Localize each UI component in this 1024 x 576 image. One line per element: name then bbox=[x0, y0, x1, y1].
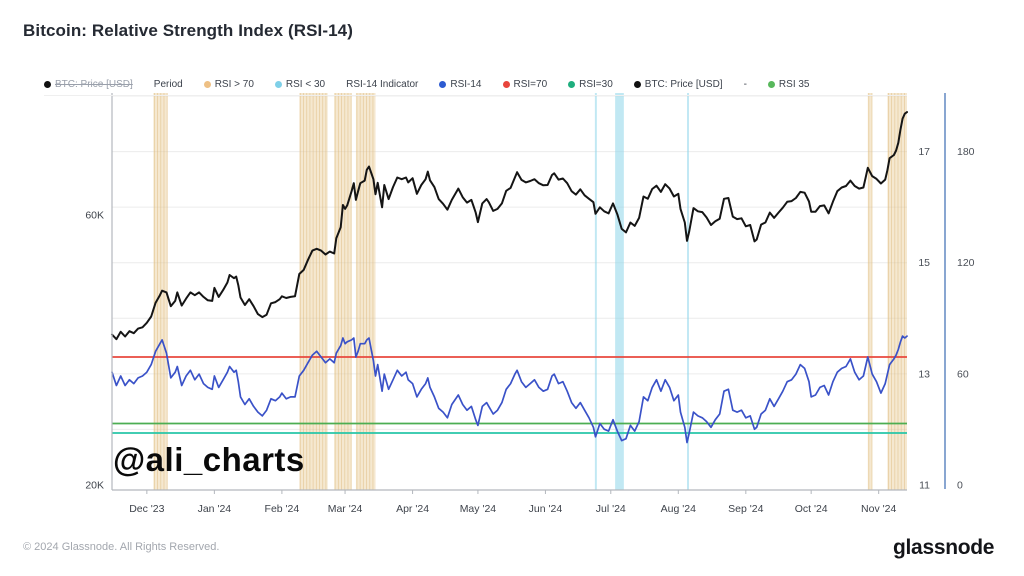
x-tick-label: Dec '23 bbox=[129, 503, 164, 515]
legend-dot bbox=[274, 81, 282, 88]
legend-dot bbox=[203, 81, 211, 88]
right-outer-label-120: 120 bbox=[957, 257, 975, 269]
legend-item-6[interactable]: RSI=70 bbox=[502, 79, 548, 90]
legend-item-9: - bbox=[744, 79, 747, 90]
rsi-below-30-band bbox=[615, 93, 624, 490]
y-axis-label-20K: 20K bbox=[85, 480, 104, 492]
legend-dot bbox=[767, 81, 775, 88]
legend-label: BTC: Price [USD] bbox=[644, 79, 723, 90]
legend-label: - bbox=[743, 79, 747, 90]
right-outer-label-180: 180 bbox=[957, 146, 975, 158]
legend-label: RSI-14 bbox=[450, 79, 482, 90]
legend-label: Period bbox=[153, 79, 183, 90]
legend-dot bbox=[568, 81, 576, 88]
legend: BTC: Price [USD] Period RSI > 70 RSI < 30 RS… bbox=[44, 77, 907, 96]
legend-item-3[interactable]: RSI < 30 bbox=[274, 79, 326, 90]
chart-title: Bitcoin: Relative Strength Index (RSI-14… bbox=[23, 21, 353, 40]
rsi-above-70-band bbox=[334, 93, 352, 490]
right-inner-label-15: 15 bbox=[918, 257, 930, 269]
legend-item-4: RSI-14 Indicator bbox=[346, 79, 418, 90]
legend-label: RSI < 30 bbox=[285, 79, 326, 90]
legend-item-2[interactable]: RSI > 70 bbox=[203, 79, 254, 90]
legend-dot bbox=[439, 81, 447, 88]
right-outer-label-60: 60 bbox=[957, 368, 969, 380]
legend-item-10[interactable]: RSI 35 bbox=[767, 79, 810, 90]
x-tick-label: Aug '24 bbox=[661, 503, 696, 515]
x-tick-label: Jul '24 bbox=[596, 503, 626, 515]
legend-item-5[interactable]: RSI-14 bbox=[439, 79, 482, 90]
x-tick-label: Sep '24 bbox=[728, 503, 763, 515]
x-tick-label: Jan '24 bbox=[198, 503, 232, 515]
x-tick-label: Jun '24 bbox=[529, 503, 563, 515]
btc-price-line bbox=[111, 111, 908, 341]
legend-label: RSI-14 Indicator bbox=[346, 79, 419, 90]
legend-label: RSI=70 bbox=[513, 79, 548, 90]
rsi-14-line bbox=[111, 335, 908, 444]
footer-copyright: © 2024 Glassnode. All Rights Reserved. bbox=[23, 541, 220, 553]
watermark: @ali_charts bbox=[113, 441, 305, 478]
legend-item-1: Period bbox=[154, 79, 183, 90]
legend-label: RSI > 70 bbox=[214, 79, 254, 90]
y-axis-label-60K: 60K bbox=[85, 210, 104, 222]
rsi-below-30-band bbox=[594, 93, 597, 490]
x-tick-label: Feb '24 bbox=[265, 503, 300, 515]
rsi-above-70-band bbox=[867, 93, 873, 490]
x-tick-label: May '24 bbox=[460, 503, 497, 515]
right-outer-label-0: 0 bbox=[957, 480, 963, 492]
legend-label: RSI 35 bbox=[778, 79, 810, 90]
right-inner-label-17: 17 bbox=[918, 146, 930, 158]
rsi-above-70-band bbox=[887, 93, 907, 490]
x-tick-label: Mar '24 bbox=[328, 503, 363, 515]
legend-label: RSI=30 bbox=[579, 79, 613, 90]
legend-label: BTC: Price [USD] bbox=[55, 79, 133, 90]
legend-dot bbox=[44, 81, 51, 88]
x-tick-label: Nov '24 bbox=[861, 503, 896, 515]
rsi-below-30-band bbox=[687, 93, 689, 490]
legend-dot bbox=[633, 81, 641, 88]
rsi-above-70-band bbox=[355, 93, 376, 490]
legend-item-7[interactable]: RSI=30 bbox=[568, 79, 613, 90]
x-tick-label: Oct '24 bbox=[795, 503, 828, 515]
glassnode-logo: glassnode bbox=[893, 536, 995, 559]
x-tick-label: Apr '24 bbox=[396, 503, 429, 515]
legend-dot bbox=[502, 81, 510, 88]
right-inner-label-13: 13 bbox=[918, 368, 930, 380]
legend-item-8[interactable]: BTC: Price [USD] bbox=[633, 79, 723, 90]
right-inner-label-11: 11 bbox=[919, 480, 930, 492]
legend-item-0[interactable]: BTC: Price [USD] bbox=[44, 79, 133, 90]
